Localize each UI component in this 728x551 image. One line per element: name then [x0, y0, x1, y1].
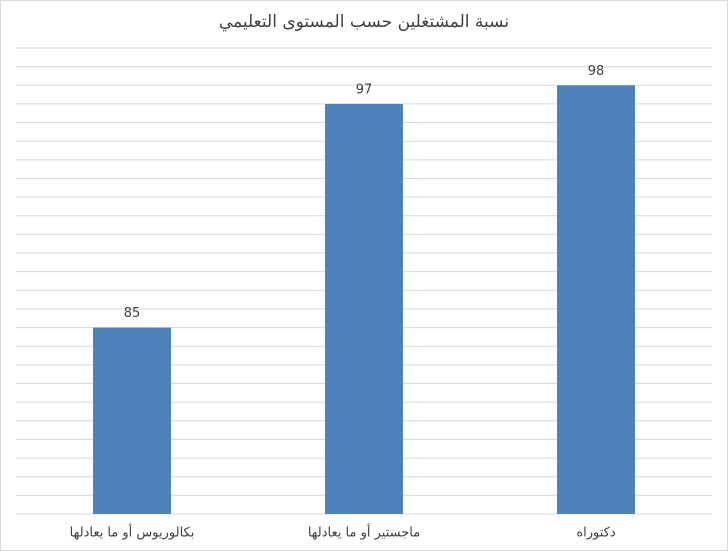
bar	[325, 103, 403, 515]
data-label: 97	[356, 82, 373, 97]
x-tick-label: دكتوراه	[576, 526, 616, 541]
data-label: 85	[124, 306, 141, 321]
chart-title: نسبة المشتغلين حسب المستوى التعليمي	[219, 12, 509, 32]
bar	[93, 327, 171, 514]
x-tick-label: ماجستير أو ما يعادلها	[308, 524, 420, 541]
data-label: 98	[588, 64, 605, 79]
x-tick-label: بكالوريوس أو ما يعادلها	[70, 524, 195, 541]
bar	[557, 85, 635, 514]
